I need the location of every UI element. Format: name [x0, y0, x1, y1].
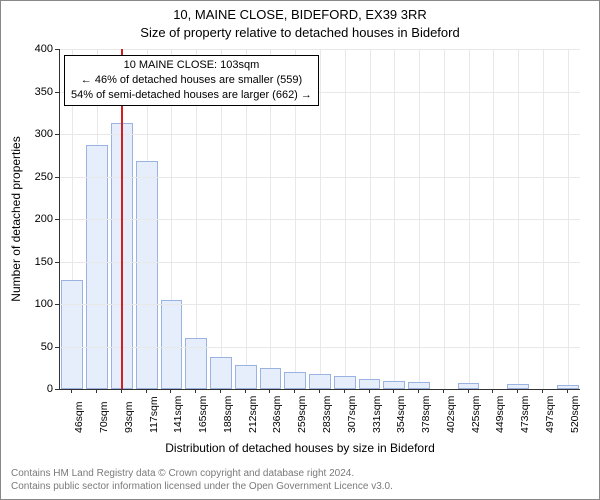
gridline-h [60, 304, 580, 305]
x-tick-mark [542, 389, 543, 393]
x-tick-label: 449sqm [494, 396, 506, 433]
histogram-bar [557, 385, 579, 389]
histogram-bar [235, 365, 257, 389]
histogram-bar [309, 374, 331, 389]
x-tick-label: 259sqm [296, 396, 308, 433]
annotation-line-3: 54% of semi-detached houses are larger (… [71, 88, 312, 103]
histogram-bar [383, 381, 405, 390]
x-tick-mark [319, 389, 320, 393]
x-tick-label: 283sqm [321, 396, 333, 433]
annotation-box: 10 MAINE CLOSE: 103sqm ← 46% of detached… [64, 55, 319, 106]
x-tick-mark [393, 389, 394, 393]
gridline-h [60, 347, 580, 348]
x-tick-mark [170, 389, 171, 393]
x-tick-label: 93sqm [123, 401, 135, 433]
x-tick-label: 425sqm [470, 396, 482, 433]
x-tick-label: 212sqm [247, 396, 259, 433]
x-tick-mark [269, 389, 270, 393]
x-tick-mark [96, 389, 97, 393]
histogram-bar [260, 368, 282, 389]
gridline-h [60, 219, 580, 220]
x-tick-label: 497sqm [544, 396, 556, 433]
x-tick-mark [245, 389, 246, 393]
y-tick-label: 200 [13, 213, 53, 225]
x-tick-label: 473sqm [519, 396, 531, 433]
x-tick-mark [121, 389, 122, 393]
y-tick-label: 350 [13, 86, 53, 98]
gridline-h [60, 177, 580, 178]
histogram-bar [136, 161, 158, 389]
x-tick-mark [517, 389, 518, 393]
x-tick-label: 520sqm [569, 396, 581, 433]
x-tick-mark [418, 389, 419, 393]
histogram-bar [359, 379, 381, 389]
x-tick-label: 331sqm [371, 396, 383, 433]
x-tick-mark [195, 389, 196, 393]
histogram-bar [408, 382, 430, 389]
x-tick-label: 117sqm [148, 396, 160, 433]
gridline-h [60, 134, 580, 135]
y-tick-label: 400 [13, 43, 53, 55]
x-tick-label: 46sqm [73, 401, 85, 433]
x-tick-label: 307sqm [346, 396, 358, 433]
x-tick-mark [71, 389, 72, 393]
y-tick-label: 100 [13, 298, 53, 310]
x-tick-label: 141sqm [172, 396, 184, 433]
x-tick-label: 354sqm [395, 396, 407, 433]
histogram-bar [334, 376, 356, 389]
histogram-bar [86, 145, 108, 389]
footer-line-1: Contains HM Land Registry data © Crown c… [11, 468, 393, 481]
histogram-bar [210, 357, 232, 389]
x-tick-mark [369, 389, 370, 393]
x-tick-label: 236sqm [271, 396, 283, 433]
y-tick-label: 250 [13, 171, 53, 183]
title-line-1: 10, MAINE CLOSE, BIDEFORD, EX39 3RR [1, 7, 599, 22]
x-tick-mark [567, 389, 568, 393]
gridline-h [60, 262, 580, 263]
histogram-bar [161, 300, 183, 389]
y-tick-label: 300 [13, 128, 53, 140]
x-tick-mark [146, 389, 147, 393]
x-tick-label: 188sqm [222, 396, 234, 433]
x-tick-label: 70sqm [98, 401, 110, 433]
title-line-2: Size of property relative to detached ho… [1, 25, 599, 40]
y-tick-label: 150 [13, 256, 53, 268]
histogram-bar [61, 280, 83, 389]
gridline-h [60, 49, 580, 50]
x-tick-mark [492, 389, 493, 393]
annotation-line-1: 10 MAINE CLOSE: 103sqm [71, 58, 312, 73]
x-tick-mark [468, 389, 469, 393]
plot-area: 10 MAINE CLOSE: 103sqm ← 46% of detached… [59, 49, 580, 390]
x-tick-label: 165sqm [197, 396, 209, 433]
footer-line-2: Contains public sector information licen… [11, 481, 393, 494]
annotation-line-2: ← 46% of detached houses are smaller (55… [71, 73, 312, 88]
histogram-bar [458, 383, 480, 389]
y-tick-label: 50 [13, 341, 53, 353]
x-tick-label: 402sqm [445, 396, 457, 433]
histogram-bar [284, 372, 306, 389]
y-tick-label: 0 [13, 383, 53, 395]
x-tick-mark [220, 389, 221, 393]
x-tick-mark [294, 389, 295, 393]
x-tick-label: 378sqm [420, 396, 432, 433]
x-axis-label: Distribution of detached houses by size … [1, 441, 599, 455]
figure: 10, MAINE CLOSE, BIDEFORD, EX39 3RR Size… [0, 0, 600, 500]
footer-attribution: Contains HM Land Registry data © Crown c… [11, 468, 393, 493]
x-tick-mark [443, 389, 444, 393]
x-tick-mark [344, 389, 345, 393]
